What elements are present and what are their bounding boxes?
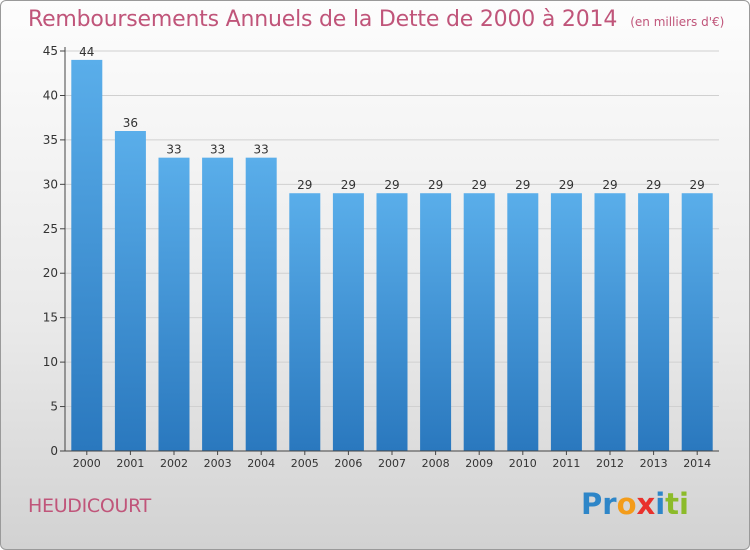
bar [507, 193, 539, 451]
y-tick-label: 30 [43, 177, 58, 191]
bar [376, 193, 408, 451]
chart-title-block: Remboursements Annuels de la Dette de 20… [28, 7, 724, 32]
x-tick-label: 2003 [204, 457, 232, 470]
data-label: 29 [690, 178, 705, 192]
x-tick-label: 2007 [378, 457, 406, 470]
logo-part: i [655, 487, 666, 521]
data-label: 44 [79, 45, 94, 59]
y-tick-label: 15 [43, 311, 58, 325]
data-label: 33 [254, 143, 269, 157]
x-tick-label: 2000 [73, 457, 101, 470]
data-label: 33 [210, 143, 225, 157]
bar [289, 193, 321, 451]
chart-title: Remboursements Annuels de la Dette de 20… [28, 7, 618, 32]
proxiti-logo: Proxiti [581, 487, 689, 521]
bar [638, 193, 670, 451]
bar [114, 131, 146, 451]
bar [332, 193, 364, 451]
data-label: 29 [384, 178, 399, 192]
y-tick-label: 20 [43, 266, 58, 280]
bar [420, 193, 452, 451]
data-label: 29 [341, 178, 356, 192]
bar [71, 59, 103, 452]
x-tick-label: 2013 [640, 457, 668, 470]
y-tick-label: 35 [43, 133, 58, 147]
x-tick-label: 2004 [247, 457, 275, 470]
y-tick-label: 25 [43, 222, 58, 236]
x-tick-label: 2012 [596, 457, 624, 470]
bar [245, 157, 277, 451]
data-label: 29 [602, 178, 617, 192]
bars [71, 59, 713, 452]
logo-part: o [616, 487, 637, 521]
y-tick-label: 45 [43, 44, 58, 58]
bar [202, 157, 234, 451]
bar [463, 193, 495, 451]
bar [550, 193, 582, 451]
data-label: 29 [428, 178, 443, 192]
x-tick-label: 2011 [552, 457, 580, 470]
logo-part: x [636, 487, 656, 521]
logo-part: ti [665, 487, 689, 521]
data-label: 29 [646, 178, 661, 192]
town-name: HEUDICOURT [28, 495, 151, 517]
x-tick-label: 2010 [509, 457, 537, 470]
x-tick-label: 2008 [422, 457, 450, 470]
x-tick-label: 2014 [683, 457, 711, 470]
data-label: 29 [297, 178, 312, 192]
x-tick-label: 2009 [465, 457, 493, 470]
logo-part: Pr [581, 487, 617, 521]
y-tick-label: 40 [43, 88, 58, 102]
data-label: 29 [472, 178, 487, 192]
y-tick-label: 0 [50, 444, 58, 458]
labels: 0 5 10 15 20 25 30 35 40 45 44 2000 36 2001 33 2002 33 20… [43, 44, 711, 470]
bar [594, 193, 626, 451]
y-tick-label: 5 [50, 400, 58, 414]
bar [681, 193, 713, 451]
data-label: 36 [123, 116, 138, 130]
x-tick-label: 2002 [160, 457, 188, 470]
x-tick-label: 2006 [334, 457, 362, 470]
bar [158, 157, 190, 451]
axes [60, 47, 719, 455]
data-label: 33 [166, 143, 181, 157]
y-tick-label: 10 [43, 355, 58, 369]
data-label: 29 [559, 178, 574, 192]
chart-unit: (en milliers d'€) [630, 15, 725, 29]
x-tick-label: 2005 [291, 457, 319, 470]
data-label: 29 [515, 178, 530, 192]
x-tick-label: 2001 [116, 457, 144, 470]
